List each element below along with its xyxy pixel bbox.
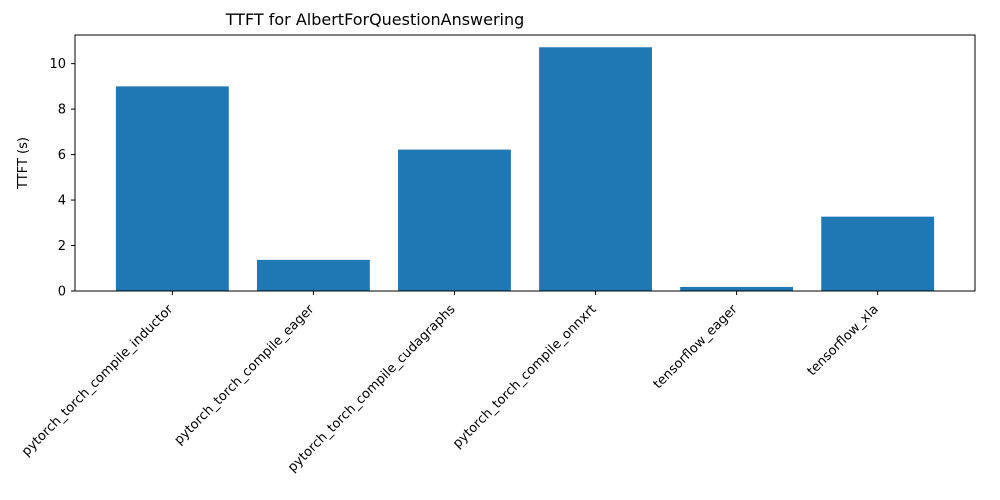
y-tick-label: 2 xyxy=(58,239,66,254)
bar-pytorch_torch_compile_onnxrt xyxy=(539,47,652,291)
x-tick-label: tensorflow_xla xyxy=(805,302,882,379)
y-tick-label: 4 xyxy=(58,194,66,209)
x-tick-label: pytorch_torch_compile_cudagraphs xyxy=(285,302,458,475)
bar-pytorch_torch_compile_cudagraphs xyxy=(398,149,511,291)
y-axis-label: TTFT (s) xyxy=(16,137,31,190)
plot-frame xyxy=(74,34,976,292)
x-tick-label: pytorch_torch_compile_eager xyxy=(172,302,318,448)
x-tick-label: pytorch_torch_compile_onnxrt xyxy=(450,302,599,451)
bar-pytorch_torch_compile_eager xyxy=(256,259,370,291)
bar-pytorch_torch_compile_inductor xyxy=(115,86,229,291)
bars-group xyxy=(115,47,935,291)
y-tick-label: 10 xyxy=(49,57,66,72)
chart-title: TTFT for AlbertForQuestionAnswering xyxy=(225,10,525,29)
bar-tensorflow_eager xyxy=(680,286,794,291)
x-tick-label: tensorflow_eager xyxy=(651,302,741,392)
x-axis: pytorch_torch_compile_inductorpytorch_to… xyxy=(19,291,882,475)
y-tick-label: 6 xyxy=(58,148,66,163)
y-tick-label: 8 xyxy=(58,103,66,118)
y-axis: 0 2 4 6 8 10 xyxy=(49,57,75,300)
bar-tensorflow_xla xyxy=(821,216,935,291)
x-tick-label: pytorch_torch_compile_inductor xyxy=(19,302,177,460)
y-tick-label: 0 xyxy=(58,285,66,300)
